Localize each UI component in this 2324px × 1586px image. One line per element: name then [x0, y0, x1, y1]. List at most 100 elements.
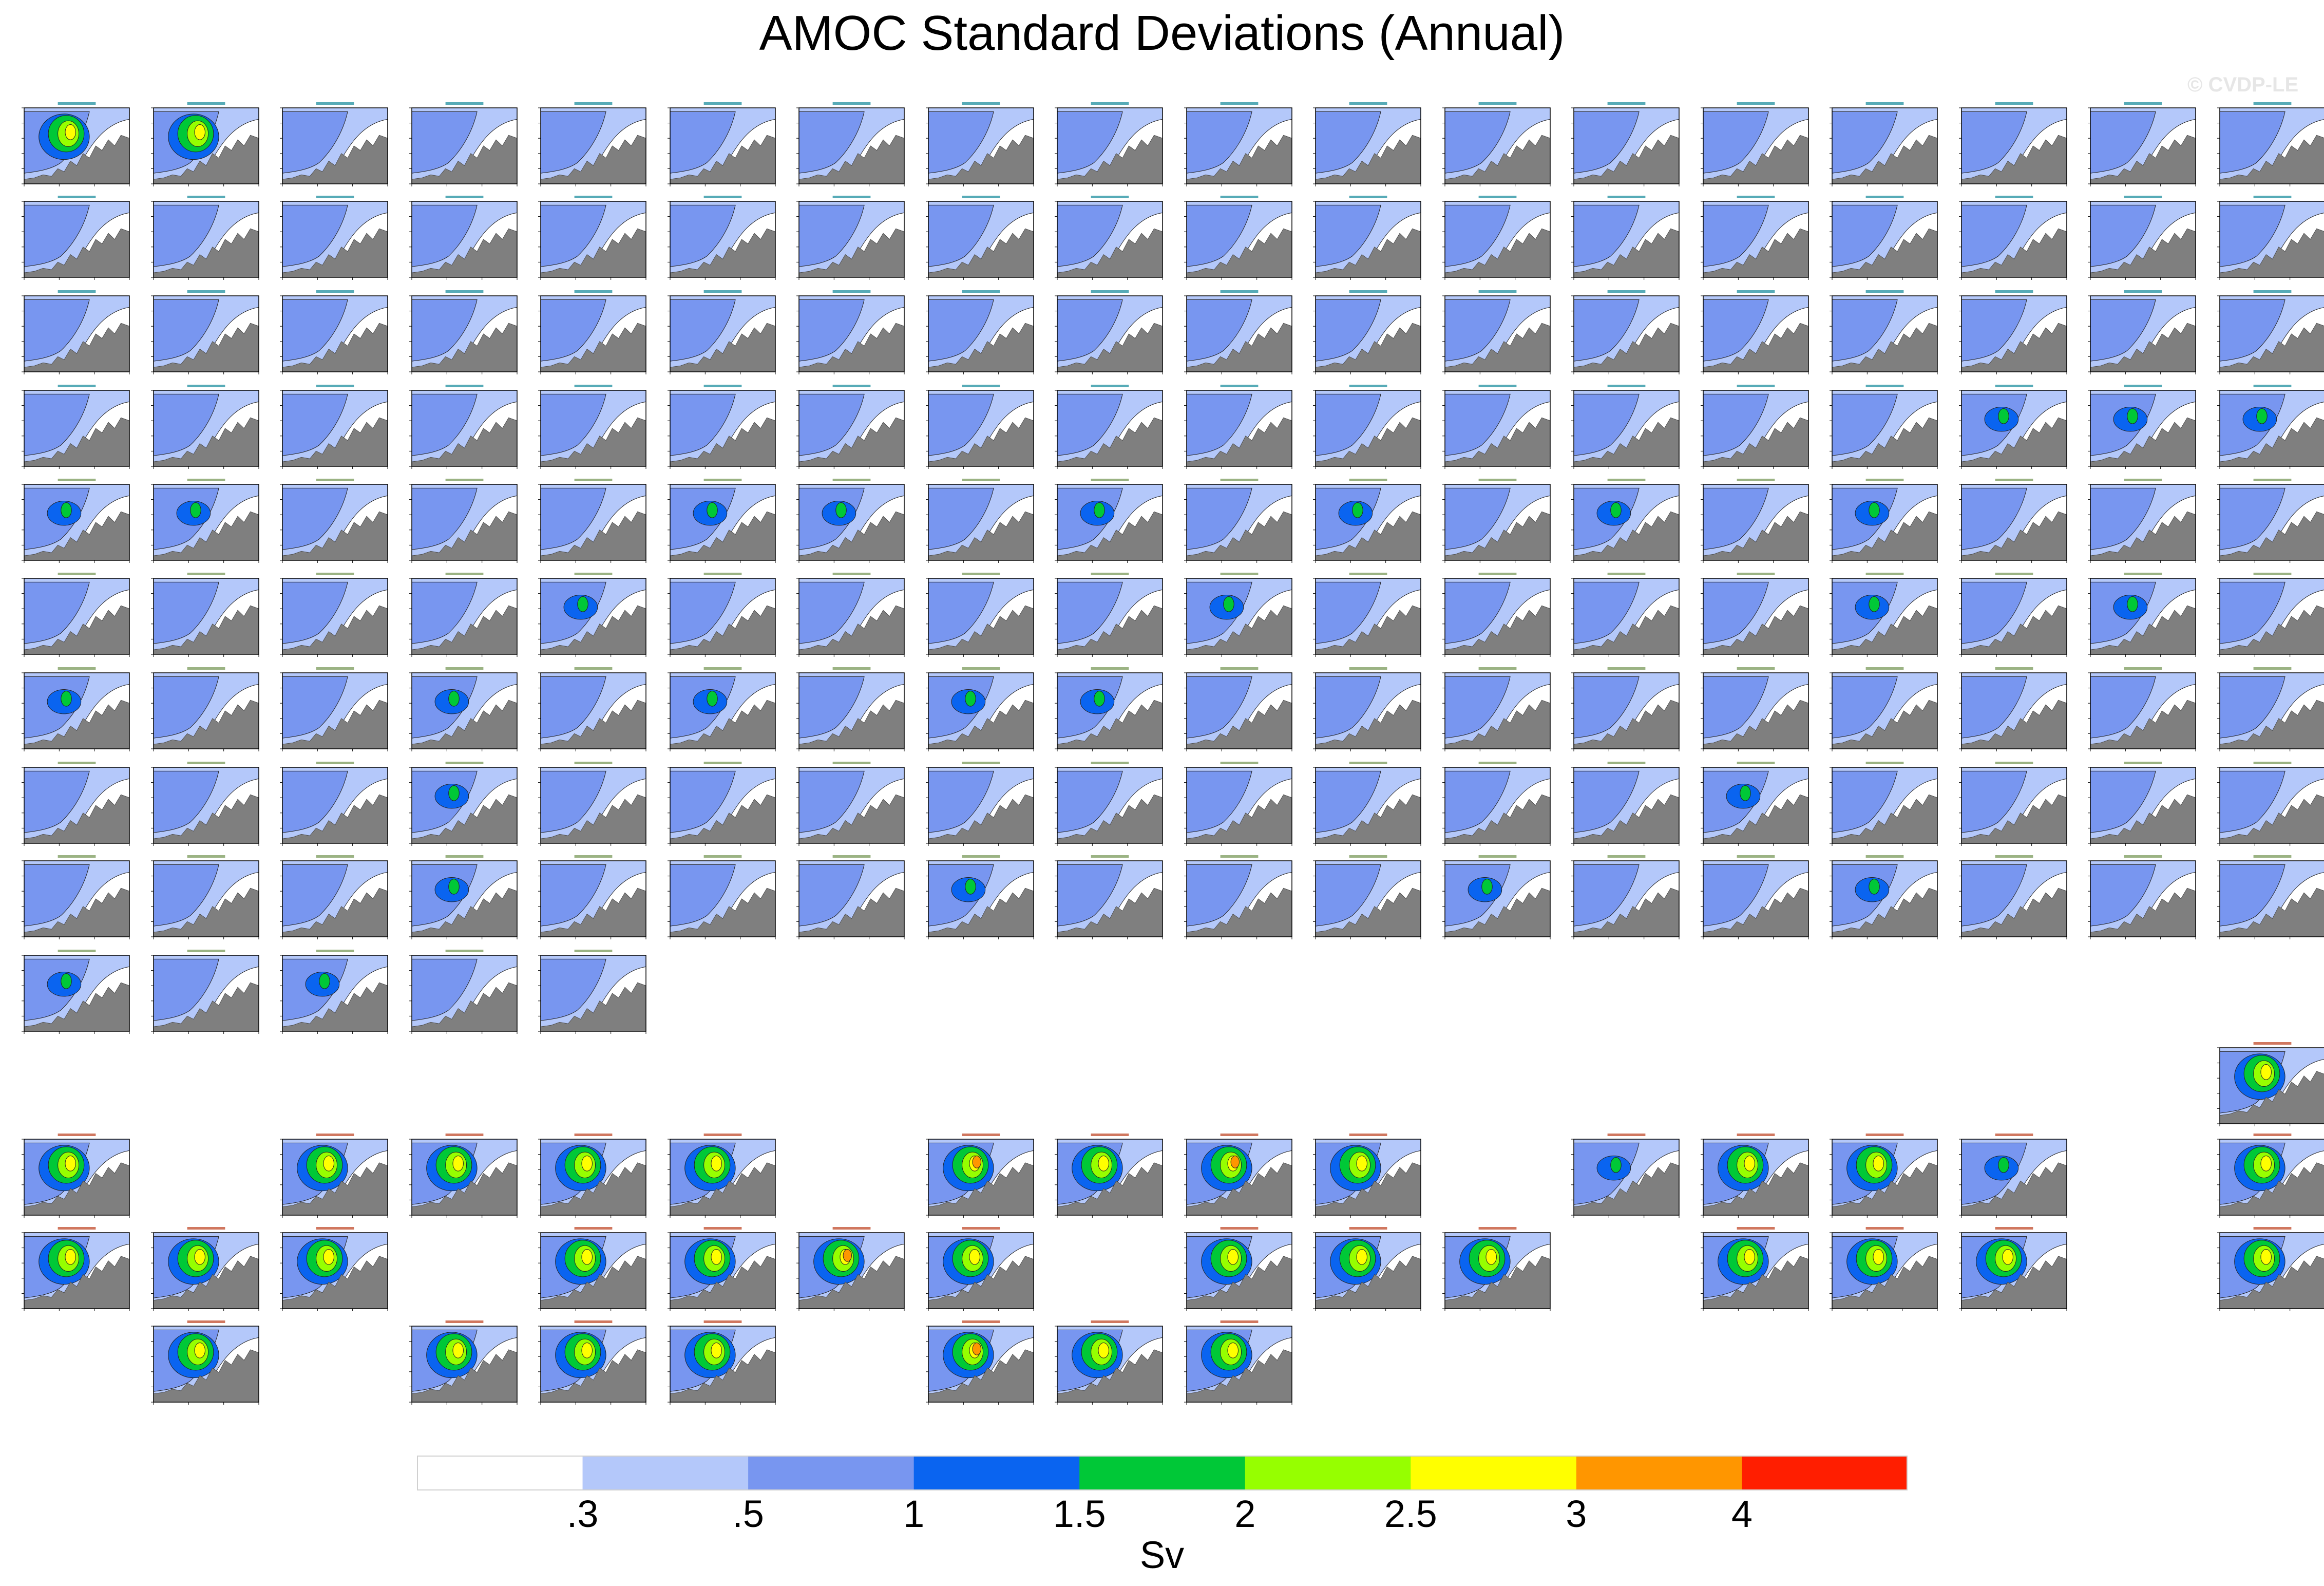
amoc-panel — [1053, 477, 1165, 572]
amoc-panel — [1957, 1225, 2069, 1320]
panel-title — [574, 1227, 613, 1230]
panel-frame — [1186, 484, 1292, 561]
panel-title — [1478, 290, 1516, 293]
panel-frame — [1315, 860, 1421, 937]
panel-title — [2253, 1227, 2291, 1230]
amoc-panel — [1183, 1319, 1294, 1413]
panel-title — [445, 196, 483, 198]
bathymetry — [1186, 1349, 1292, 1403]
panel-title — [58, 855, 96, 858]
panel-title — [1865, 573, 1904, 575]
panel-title — [445, 667, 483, 670]
panel-frame — [1832, 107, 1938, 184]
panel-frame — [24, 390, 130, 467]
panel-frame — [282, 860, 388, 937]
contour-band-2-5 — [194, 1343, 205, 1358]
contour-band-0-5 — [798, 581, 865, 644]
panel-title — [1091, 385, 1129, 387]
panel-title — [187, 290, 225, 293]
bathymetry — [2219, 700, 2324, 749]
panel-title — [703, 385, 741, 387]
panel-frame — [669, 201, 776, 278]
panel-frame — [1573, 390, 1680, 467]
panel-frame — [24, 767, 130, 844]
panel-frame — [1960, 578, 2067, 655]
contour-band-0-5 — [2219, 864, 2285, 927]
panel-title — [1478, 196, 1516, 198]
bathymetry — [540, 228, 646, 278]
bathymetry — [1315, 417, 1421, 467]
panel-title — [1220, 102, 1258, 105]
panel-title — [1091, 102, 1129, 105]
panel-frame — [540, 860, 646, 937]
contour-band-1-5 — [61, 502, 72, 518]
amoc-panel — [924, 854, 1036, 948]
panel-title — [703, 573, 741, 575]
bathymetry — [670, 417, 775, 467]
colorbar-bin — [1079, 1456, 1246, 1490]
panel-title — [316, 762, 354, 764]
contour-band-0-5 — [24, 204, 90, 267]
contour-band-0-5 — [411, 299, 478, 362]
amoc-panel — [537, 289, 648, 383]
amoc-panel — [1699, 1132, 1811, 1226]
bathymetry — [411, 700, 517, 749]
amoc-panel — [1311, 666, 1423, 760]
panel-title — [1220, 667, 1258, 670]
contour-band-0-5 — [1444, 299, 1511, 362]
amoc-panel — [1699, 289, 1811, 383]
bathymetry — [798, 605, 905, 655]
amoc-panel — [795, 194, 906, 289]
panel-frame — [927, 860, 1034, 937]
contour-band-0-5 — [798, 204, 865, 267]
panel-frame — [1573, 484, 1680, 561]
contour-band-2-5 — [1743, 1249, 1755, 1265]
bathymetry — [1444, 511, 1550, 561]
panel-frame — [1315, 767, 1421, 844]
bathymetry — [1961, 417, 2067, 467]
contour-band-0-5 — [153, 770, 219, 833]
bathymetry — [1444, 323, 1550, 372]
amoc-panel — [924, 760, 1036, 855]
bathymetry — [1186, 135, 1292, 184]
contour-band-0-5 — [1832, 204, 1898, 267]
amoc-panel — [20, 1225, 131, 1320]
bathymetry — [1315, 228, 1421, 278]
colorbar-labels: .3 .5 1 1.5 2 2.5 3 4 — [0, 1492, 2324, 1538]
colorbar-tick-label: 3 — [1566, 1493, 1587, 1535]
panel-title — [574, 385, 613, 387]
amoc-panel — [1699, 477, 1811, 572]
contour-band-2-5 — [2260, 1064, 2272, 1080]
panel-title — [574, 573, 613, 575]
panel-frame — [411, 578, 518, 655]
bathymetry — [1703, 228, 1808, 278]
amoc-panel — [20, 101, 131, 195]
amoc-panel — [2086, 477, 2198, 572]
amoc-panel — [408, 854, 519, 948]
contour-band-2-5 — [452, 1343, 464, 1358]
amoc-panel — [1828, 194, 1939, 289]
panel-title — [1478, 762, 1516, 764]
bathymetry — [1703, 1162, 1808, 1216]
bathymetry — [1703, 135, 1808, 184]
panel-frame — [540, 201, 646, 278]
bathymetry — [2219, 228, 2324, 278]
panel-frame — [24, 107, 130, 184]
panel-frame — [1057, 578, 1163, 655]
contour-band-1-5 — [835, 502, 847, 518]
panel-frame — [153, 1326, 259, 1403]
amoc-panel — [149, 666, 261, 760]
contour-band-0-5 — [282, 770, 348, 833]
bathymetry — [928, 228, 1034, 278]
bathymetry — [2090, 135, 2196, 184]
panel-frame — [153, 107, 259, 184]
panel-frame — [1832, 295, 1938, 372]
panel-frame — [411, 107, 518, 184]
amoc-panel — [795, 760, 906, 855]
contour-band-1-5 — [1352, 502, 1363, 518]
panel-frame — [153, 672, 259, 749]
amoc-panel — [1699, 666, 1811, 760]
amoc-panel — [149, 289, 261, 383]
panel-frame — [1573, 201, 1680, 278]
contour-band-0-5 — [1444, 393, 1511, 456]
